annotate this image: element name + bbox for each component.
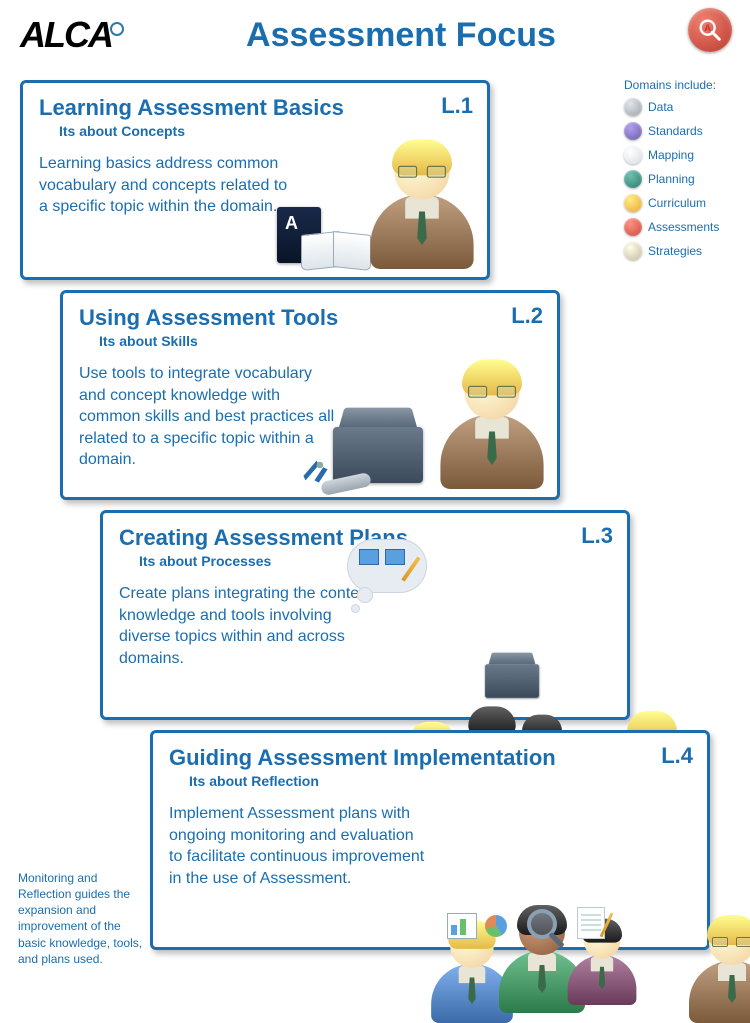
- logo: ALCA: [20, 14, 112, 56]
- domain-item: Assessments: [624, 218, 732, 236]
- domain-label: Mapping: [648, 148, 694, 162]
- domain-dot-icon: [624, 170, 642, 188]
- domain-item: Curriculum: [624, 194, 732, 212]
- domain-dot-icon: [624, 218, 642, 236]
- thought-bubble-icon: [347, 539, 427, 593]
- domain-label: Planning: [648, 172, 695, 186]
- domain-label: Data: [648, 100, 673, 114]
- assessments-badge-icon: A: [688, 8, 732, 52]
- toolbox-small-icon: [485, 664, 539, 698]
- svg-text:A: A: [704, 23, 711, 33]
- illustration-group-thought: [347, 539, 607, 709]
- card-code: L.2: [511, 303, 543, 329]
- illustration-toolbox-person: [307, 329, 537, 489]
- domain-item: Planning: [624, 170, 732, 188]
- level-card: L.1 Learning Assessment Basics Its about…: [20, 80, 490, 280]
- domains-title: Domains include:: [624, 78, 732, 92]
- domain-dot-icon: [624, 122, 642, 140]
- domains-legend: Domains include: Data Standards Mapping Pla…: [624, 78, 732, 266]
- domain-label: Assessments: [648, 220, 719, 234]
- level-card: L.2 Using Assessment Tools Its about Ski…: [60, 290, 560, 500]
- level-card: L.4 Guiding Assessment Implementation It…: [150, 730, 710, 950]
- card-body: Implement Assessment plans with ongoing …: [169, 803, 429, 889]
- card-title: Learning Assessment Basics: [39, 95, 471, 121]
- domain-dot-icon: [624, 98, 642, 116]
- open-book-icon: [301, 233, 371, 269]
- domain-label: Standards: [648, 124, 703, 138]
- page-title: Assessment Focus: [72, 16, 730, 55]
- domain-item: Mapping: [624, 146, 732, 164]
- level-card: L.3 Creating Assessment Plans Its about …: [100, 510, 630, 720]
- domain-item: Data: [624, 98, 732, 116]
- magnifier-icon: [527, 909, 557, 939]
- bar-chart-icon: [447, 913, 477, 939]
- card-title: Using Assessment Tools: [79, 305, 541, 331]
- domain-dot-icon: [624, 194, 642, 212]
- domain-item: Standards: [624, 122, 732, 140]
- domain-dot-icon: [624, 146, 642, 164]
- illustration-books-person: AZ: [267, 119, 467, 269]
- card-code: L.1: [441, 93, 473, 119]
- card-body: Learning basics address common vocabular…: [39, 153, 299, 218]
- footnote: Monitoring and Reflection guides the exp…: [18, 870, 148, 967]
- domain-label: Strategies: [648, 244, 702, 258]
- domain-dot-icon: [624, 242, 642, 260]
- domain-item: Strategies: [624, 242, 732, 260]
- toolbox-icon: [333, 427, 423, 483]
- domain-label: Curriculum: [648, 196, 706, 210]
- header: ALCA Assessment Focus A: [0, 0, 750, 60]
- illustration-group-analytics: [407, 759, 687, 939]
- notepad-icon: [577, 907, 605, 939]
- pie-chart-icon: [485, 915, 507, 937]
- card-body: Create plans integrating the content kno…: [119, 583, 379, 669]
